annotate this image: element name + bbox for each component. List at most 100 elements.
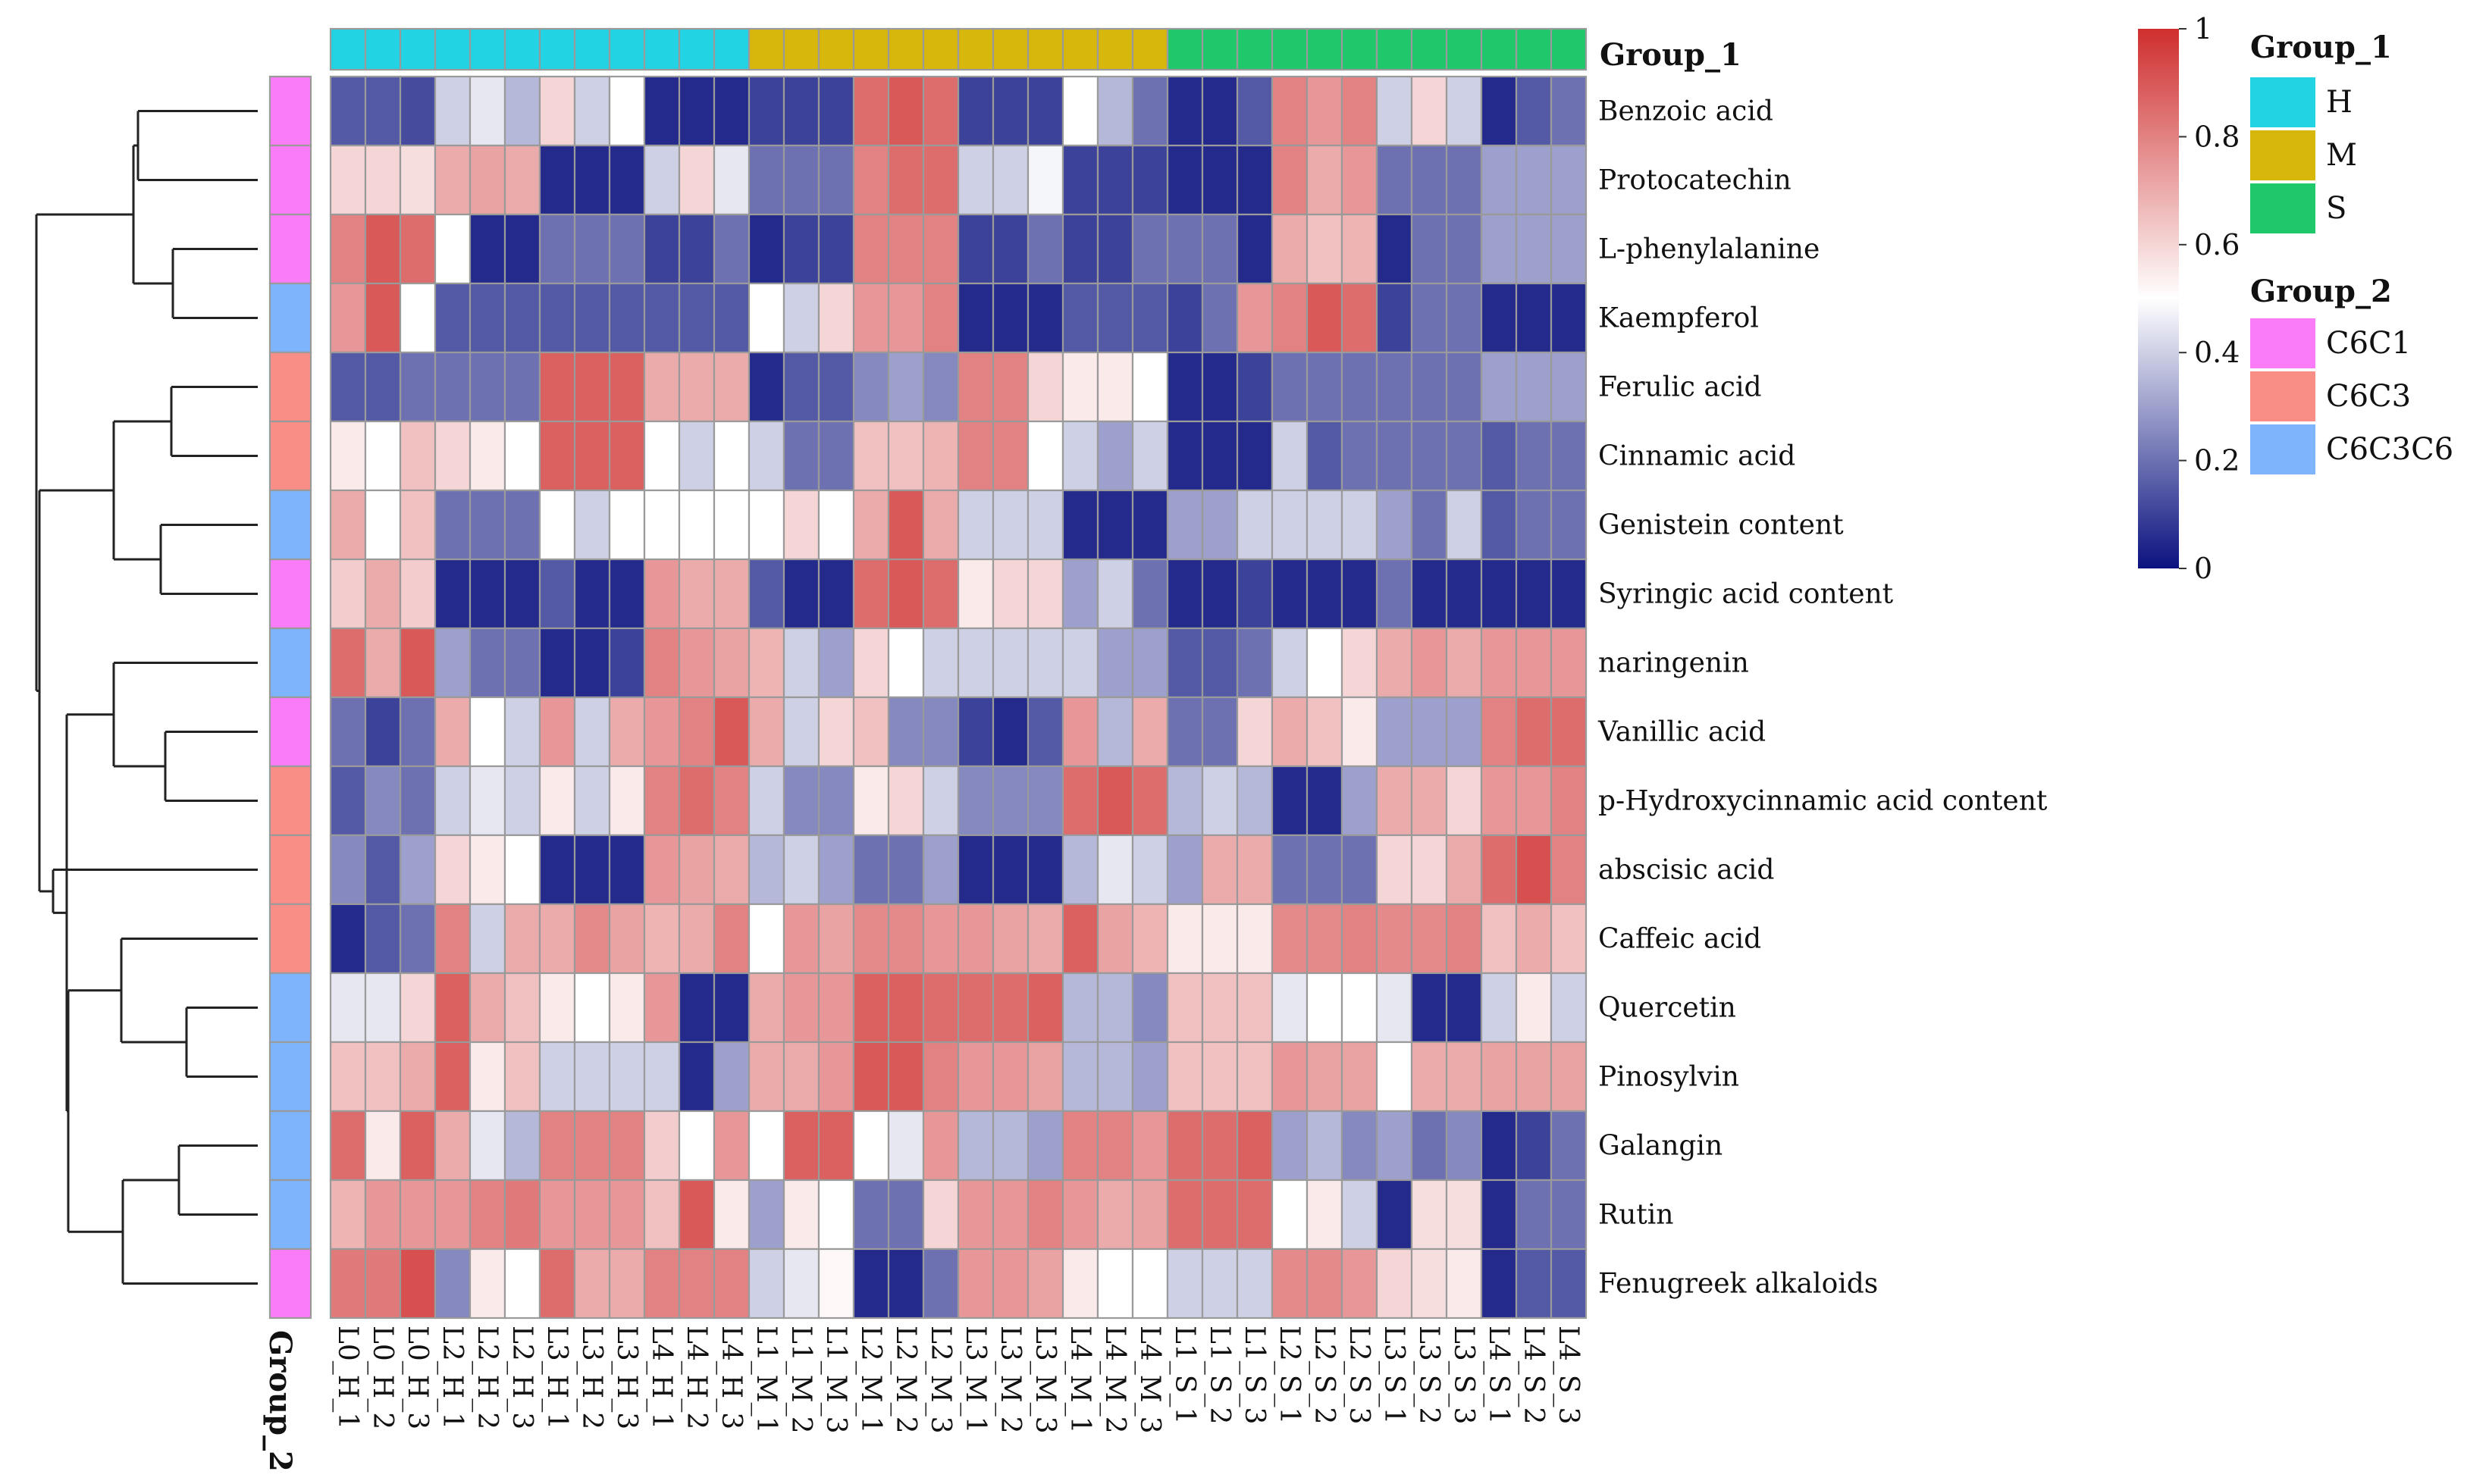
column-label: L4_S_3 [1553,1326,1584,1424]
heatmap-cell [608,75,646,147]
row-label: Ferulic acid [1598,372,1762,403]
heatmap-cell [364,765,402,837]
heatmap-cell [887,834,925,906]
heatmap-cell [573,351,611,423]
row-group-cell [268,765,312,837]
heatmap-cell [1027,1041,1064,1113]
heatmap-cell [1375,1110,1413,1182]
column-group-cell [329,27,367,71]
heatmap-cell [469,213,506,285]
heatmap-cell [852,351,890,423]
heatmap-cell [1480,627,1518,699]
heatmap-cell [817,1041,855,1113]
heatmap-cell [364,1110,402,1182]
heatmap-cell [1340,351,1378,423]
heatmap-cell [1410,282,1448,354]
heatmap-cell [1550,282,1588,354]
heatmap-cell [1271,903,1309,975]
heatmap-cell [1480,1110,1518,1182]
heatmap-cell [329,1041,367,1113]
heatmap-cell [538,972,576,1044]
heatmap-cell [1271,1110,1309,1182]
heatmap-cell [1166,351,1204,423]
heatmap-cell [817,420,855,492]
heatmap-cell [1061,282,1099,354]
heatmap-cell [1236,627,1274,699]
heatmap-cell [713,420,751,492]
heatmap-cell [1027,1248,1064,1320]
column-label: L4_H_2 [681,1326,712,1429]
heatmap-cell [364,558,402,630]
heatmap-cell [852,627,890,699]
heatmap-cell [503,351,541,423]
row-label: Galangin [1598,1131,1723,1162]
heatmap-cell [434,75,472,147]
heatmap-cell [364,627,402,699]
heatmap-cell [573,420,611,492]
heatmap-cell [678,1041,716,1113]
heatmap-cell [992,696,1030,768]
heatmap-cell [782,627,820,699]
heatmap-cell [992,420,1030,492]
heatmap-cell [1236,420,1274,492]
heatmap-cell [1480,144,1518,216]
heatmap-cell [1201,834,1239,906]
heatmap-cell [1027,420,1064,492]
heatmap-cell [364,1179,402,1251]
heatmap-cell [573,489,611,561]
heatmap-cell [608,765,646,837]
heatmap-cell [852,903,890,975]
heatmap-cell [1375,420,1413,492]
group-1-legend-title: Group_1 [2250,30,2392,65]
heatmap-cell [643,765,681,837]
heatmap-cell [1201,1110,1239,1182]
row-group-cell [268,1110,312,1182]
row-label: Protocatechin [1598,165,1792,196]
heatmap-cell [538,1248,576,1320]
heatmap-cell [678,765,716,837]
heatmap-cell [782,282,820,354]
heatmap-cell [1201,213,1239,285]
heatmap-cell [922,144,960,216]
heatmap-cell [1340,1248,1378,1320]
heatmap-cell [538,351,576,423]
heatmap-cell [1515,972,1553,1044]
heatmap-cell [1480,282,1518,354]
heatmap-cell [1061,558,1099,630]
heatmap-cell [1445,696,1483,768]
row-label: Quercetin [1598,993,1736,1024]
heatmap-cell [782,903,820,975]
heatmap-cell [1306,351,1343,423]
column-group-cell [503,27,541,71]
heatmap-cell [434,1041,472,1113]
heatmap-cell [1445,144,1483,216]
heatmap-cell [713,972,751,1044]
heatmap-cell [1061,144,1099,216]
heatmap-cell [782,1041,820,1113]
row-group-cell [268,420,312,492]
heatmap-cell [364,351,402,423]
heatmap-cell [1480,1041,1518,1113]
heatmap-cell [1027,696,1064,768]
heatmap-cell [608,834,646,906]
heatmap-cell [992,75,1030,147]
heatmap-cell [1306,213,1343,285]
heatmap-cell [1375,1041,1413,1113]
heatmap-cell [1550,765,1588,837]
heatmap-cell [1271,489,1309,561]
column-label: L2_M_2 [890,1326,921,1434]
heatmap-cell [748,489,785,561]
heatmap-cell [852,1248,890,1320]
column-label: L1_S_1 [1169,1326,1200,1424]
heatmap-cell [434,144,472,216]
color-scale-tick-label: 0.4 [2194,336,2240,369]
heatmap-cell [573,213,611,285]
heatmap-cell [538,1041,576,1113]
heatmap-cell [329,696,367,768]
column-group-cell [678,27,716,71]
column-group-annotation [329,27,1588,71]
heatmap-cell [678,144,716,216]
heatmap-cell [1166,489,1204,561]
heatmap-cell [1166,627,1204,699]
heatmap-cell [608,1041,646,1113]
